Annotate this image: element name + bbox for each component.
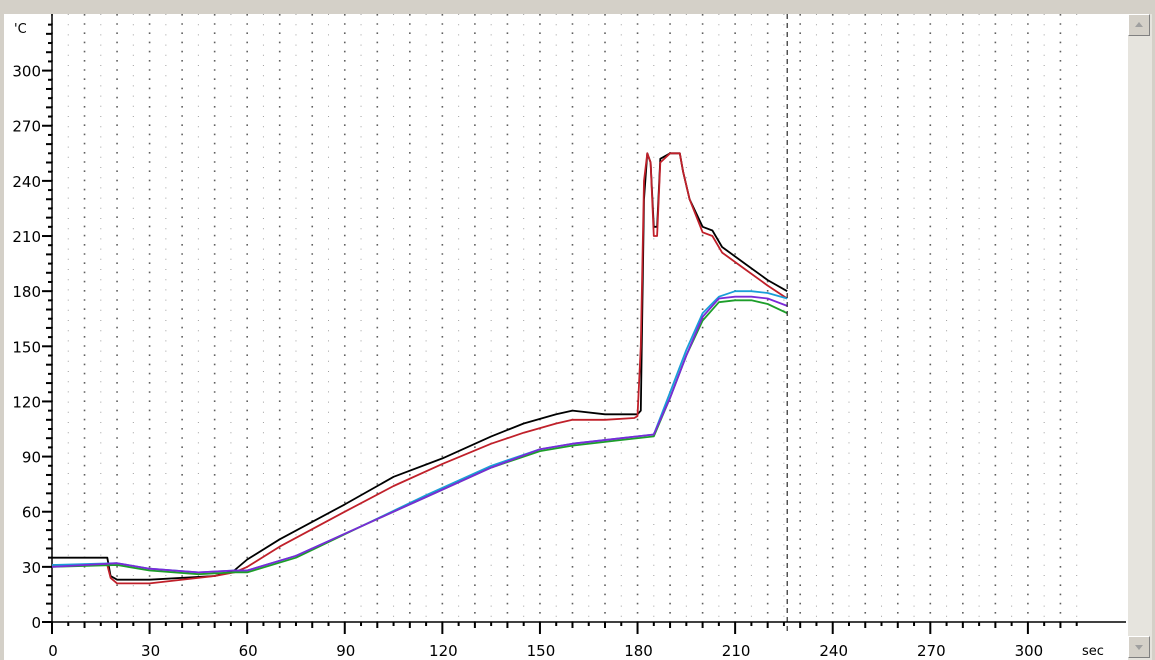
plot-background [4,14,1127,660]
y-tick-label: 90 [22,449,41,467]
x-tick-label: 0 [48,642,58,660]
y-tick-label: 210 [12,228,41,246]
x-tick-label: 60 [239,642,258,660]
y-tick-label: 270 [12,118,41,136]
grid [51,14,1078,622]
arrow-down-icon [1135,645,1143,650]
vertical-scrollbar[interactable] [1127,14,1152,660]
y-tick-label: 180 [12,283,41,301]
x-unit-label: sec [1082,644,1104,659]
y-tick-label: 0 [31,614,41,632]
y-tick-label: 30 [22,559,41,577]
series-line-5 [51,295,788,574]
x-tick-label: 240 [819,642,848,660]
scroll-down-button[interactable] [1128,636,1150,658]
series-line-4 [51,299,788,576]
x-tick-label: 150 [527,642,556,660]
x-tick-label: 300 [1015,642,1044,660]
ticks: 0 30 60 90 120 150 180 210 240 270 300 0 30 60 90 120 15… [12,23,1078,660]
y-tick-label: 60 [22,504,41,522]
y-unit-label: 'C [14,22,27,37]
x-tick-label: 180 [624,642,653,660]
x-tick-label: 30 [141,642,160,660]
y-tick-label: 120 [12,393,41,411]
x-tick-label: 270 [917,642,946,660]
arrow-up-icon [1135,22,1143,27]
x-tick-label: 210 [722,642,751,660]
y-tick-label: 300 [12,63,41,81]
y-tick-label: 150 [12,338,41,356]
temperature-chart: 0 30 60 90 120 150 180 210 240 270 300 0 30 60 90 120 15… [4,14,1127,660]
scroll-up-button[interactable] [1128,14,1150,36]
x-tick-label: 90 [336,642,355,660]
series-group [51,152,788,585]
x-tick-label: 120 [429,642,458,660]
y-tick-label: 240 [12,173,41,191]
